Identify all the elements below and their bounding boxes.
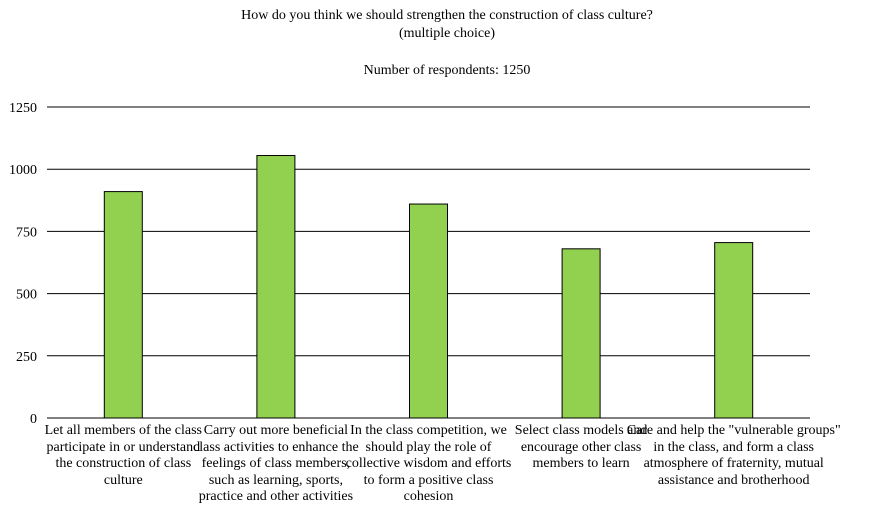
chart-subtitle: (multiple choice) bbox=[398, 26, 496, 41]
y-tick-label: 500 bbox=[16, 288, 37, 303]
y-tick-label: 1250 bbox=[9, 101, 37, 116]
x-category-label: Let all members of the class participate… bbox=[44, 423, 203, 488]
bar-1 bbox=[103, 191, 143, 419]
x-category-label: In the class competition, we should play… bbox=[345, 423, 512, 504]
y-tick-label: 250 bbox=[16, 350, 37, 365]
y-tick-label: 750 bbox=[16, 225, 37, 240]
x-category-label: Select class models and encourage other … bbox=[514, 423, 648, 471]
x-category-label: Carry out more beneficial class activiti… bbox=[193, 423, 359, 504]
bar-2 bbox=[256, 155, 296, 419]
bar-3 bbox=[409, 203, 448, 419]
chart-title: How do you think we should strengthen th… bbox=[241, 8, 653, 23]
x-category-label: Care and help the "vulnerable groups" in… bbox=[626, 423, 841, 488]
bar-4 bbox=[561, 248, 601, 419]
y-tick-label: 0 bbox=[30, 412, 37, 427]
bar-5 bbox=[714, 242, 754, 419]
respondent-count: Number of respondents: 1250 bbox=[363, 63, 531, 78]
y-tick-label: 1000 bbox=[9, 163, 37, 178]
